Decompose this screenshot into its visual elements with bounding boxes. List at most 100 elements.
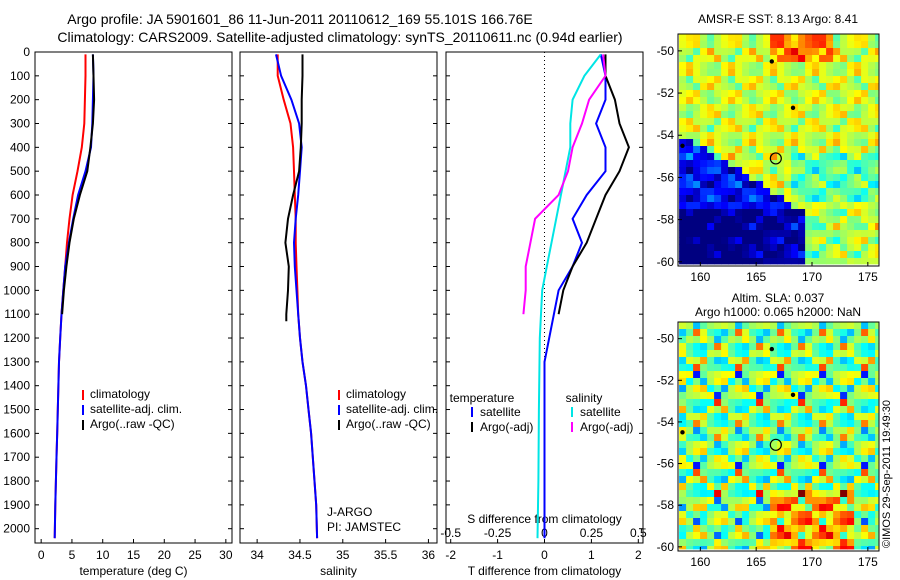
- heatmap-cell: [875, 441, 879, 449]
- heatmap-cell: [707, 244, 715, 252]
- heatmap-cell: [875, 209, 879, 217]
- heatmap-cell: [749, 83, 757, 91]
- heatmap-cell: [707, 357, 715, 365]
- heatmap-cell: [693, 385, 701, 393]
- heatmap-cell: [707, 532, 715, 540]
- heatmap-cell: [742, 251, 750, 259]
- heatmap-cell: [826, 469, 834, 477]
- heatmap-cell: [777, 490, 785, 498]
- heatmap-cell: [861, 41, 869, 49]
- heatmap-cell: [679, 539, 687, 547]
- heatmap-cell: [735, 244, 743, 252]
- heatmap-cell: [777, 104, 785, 112]
- heatmap-cell: [819, 69, 827, 77]
- heatmap-cell: [847, 329, 855, 337]
- heatmap-cell: [854, 518, 862, 526]
- heatmap-cell: [798, 76, 806, 84]
- heatmap-cell: [784, 111, 792, 119]
- heatmap-cell: [679, 90, 687, 98]
- heatmap-cell: [770, 237, 778, 245]
- heatmap-cell: [819, 195, 827, 203]
- heatmap-cell: [777, 525, 785, 533]
- heatmap-cell: [854, 55, 862, 63]
- heatmap-cell: [693, 76, 701, 84]
- heatmap-cell: [833, 406, 841, 414]
- heatmap-cell: [861, 174, 869, 182]
- heatmap-cell: [833, 188, 841, 196]
- heatmap-cell: [714, 237, 722, 245]
- heatmap-cell: [749, 539, 757, 547]
- heatmap-cell: [693, 455, 701, 463]
- heatmap-cell: [679, 125, 687, 133]
- heatmap-cell: [728, 69, 736, 77]
- heatmap-cell: [679, 357, 687, 365]
- heatmap-cell: [812, 434, 820, 442]
- heatmap-cell: [728, 237, 736, 245]
- heatmap-cell: [742, 441, 750, 449]
- heatmap-cell: [805, 511, 813, 519]
- heatmap-cell: [742, 34, 750, 42]
- heatmap-cell: [798, 448, 806, 456]
- heatmap-cell: [805, 364, 813, 372]
- heatmap-cell: [735, 532, 743, 540]
- heatmap-cell: [840, 364, 848, 372]
- heatmap-cell: [812, 97, 820, 105]
- heatmap-cell: [854, 357, 862, 365]
- heatmap-cell: [756, 90, 764, 98]
- x-tick-label: 5: [69, 548, 76, 562]
- heatmap-cell: [728, 188, 736, 196]
- heatmap-cell: [833, 244, 841, 252]
- heatmap-cell: [770, 329, 778, 337]
- heatmap-cell: [749, 518, 757, 526]
- heatmap-cell: [847, 251, 855, 259]
- heatmap-cell: [826, 55, 834, 63]
- depth-tick-label: 600: [10, 188, 30, 202]
- heatmap-cell: [868, 62, 876, 70]
- heatmap-cell: [798, 55, 806, 63]
- heatmap-cell: [728, 104, 736, 112]
- heatmap-cell: [756, 146, 764, 154]
- heatmap-cell: [805, 441, 813, 449]
- heatmap-cell: [819, 546, 827, 550]
- heatmap-cell: [784, 350, 792, 358]
- heatmap-cell: [777, 322, 785, 330]
- heatmap-cell: [868, 174, 876, 182]
- heatmap-cell: [784, 504, 792, 512]
- heatmap-cell: [686, 441, 694, 449]
- heatmap-cell: [686, 55, 694, 63]
- heatmap-cell: [784, 181, 792, 189]
- heatmap-cell: [833, 329, 841, 337]
- heatmap-cell: [770, 378, 778, 386]
- x-tick-label: -2: [445, 548, 456, 562]
- heatmap-cell: [847, 258, 855, 265]
- heatmap-cell: [735, 34, 743, 42]
- heatmap-cell: [770, 251, 778, 259]
- heatmap-cell: [728, 153, 736, 161]
- heatmap-cell: [847, 55, 855, 63]
- heatmap-cell: [686, 118, 694, 126]
- heatmap-cell: [875, 223, 879, 231]
- heatmap-cell: [749, 202, 757, 210]
- heatmap-cell: [770, 322, 778, 330]
- heatmap-cell: [812, 125, 820, 133]
- heatmap-cell: [875, 448, 879, 456]
- heatmap-cell: [756, 469, 764, 477]
- heatmap-cell: [735, 441, 743, 449]
- heatmap-cell: [854, 490, 862, 498]
- heatmap-cell: [875, 483, 879, 491]
- heatmap-cell: [728, 539, 736, 547]
- heatmap-cell: [693, 251, 701, 259]
- heatmap-cell: [861, 343, 869, 351]
- heatmap-cell: [847, 518, 855, 526]
- heatmap-cell: [798, 476, 806, 484]
- heatmap-cell: [735, 104, 743, 112]
- heatmap-cell: [784, 511, 792, 519]
- heatmap-cell: [805, 139, 813, 147]
- heatmap-cell: [805, 195, 813, 203]
- heatmap-cell: [686, 455, 694, 463]
- heatmap-cell: [763, 209, 771, 217]
- heatmap-cell: [735, 490, 743, 498]
- heatmap-cell: [756, 483, 764, 491]
- heatmap-cell: [868, 350, 876, 358]
- heatmap-cell: [861, 188, 869, 196]
